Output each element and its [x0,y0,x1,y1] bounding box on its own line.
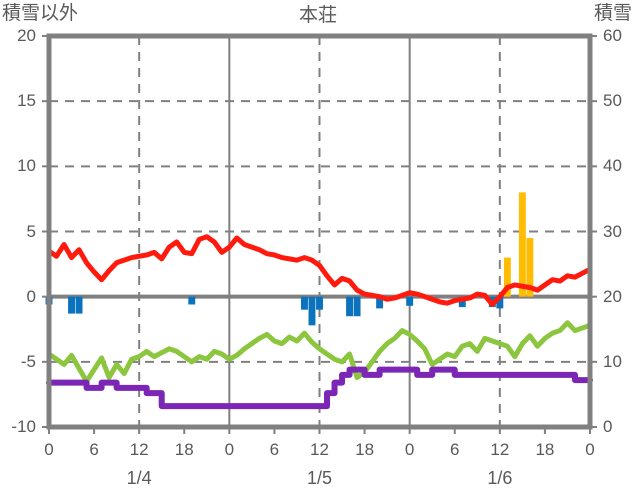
snow-depth-bar [518,192,526,297]
x-axis-tick-label: 12 [129,440,149,459]
chart-title: 本荘 [298,5,337,26]
right-axis-tick-label: 30 [603,221,622,241]
x-axis-date-label: 1/6 [487,468,513,488]
left-axis-title: 積雪以外 [2,3,79,24]
precipitation-bar [353,296,361,317]
series-line-地中温度 [46,366,593,410]
precipitation-bar [68,296,75,314]
x-axis-date-label: 1/4 [126,468,152,488]
right-axis-title: 積雪 [593,3,632,24]
left-axis-tick-label: -5 [20,351,36,371]
grid-layer [49,36,590,427]
precipitation-bar [346,296,354,317]
precipitation-bar [376,296,384,309]
right-axis-tick-label: 0 [603,417,613,436]
precipitation-bar [316,296,323,310]
x-axis-tick-label: 12 [490,440,510,459]
left-axis-tick-label: 0 [26,286,36,306]
left-axis-tick-label: 10 [17,156,36,176]
right-axis-tick-label: 60 [603,26,622,45]
x-axis-date-label: 1/5 [306,468,333,488]
precipitation-bar [496,296,504,309]
precipitation-bar [406,296,414,306]
right-axis-tick-label: 40 [603,156,622,176]
x-axis-tick-label: 6 [269,440,280,459]
precipitation-bar [458,296,466,308]
x-axis-tick-label: 0 [404,440,415,459]
lines-layer [46,234,593,410]
x-axis-tick-label: 18 [535,440,555,459]
x-axis-tick-label: 6 [89,440,99,459]
x-axis-tick-label: 6 [450,440,460,459]
x-axis-tick-label: 0 [224,440,235,459]
precipitation-bar [308,296,316,326]
left-axis-tick-label: -10 [11,417,36,436]
precipitation-bar [75,296,83,314]
series-line-気温 [46,234,593,307]
x-axis-tick-label: 12 [310,440,329,459]
snow-depth-bar [503,257,511,297]
x-axis-tick-label: 0 [585,440,595,459]
left-axis-tick-label: 5 [26,221,36,241]
left-axis-tick-label: 15 [17,91,36,111]
left-axis-tick-label: 20 [17,26,36,45]
precipitation-bar [188,296,196,305]
series-line-露点温度 [46,320,593,384]
right-axis-tick-label: 10 [603,351,622,371]
precipitation-bar [301,296,308,310]
x-axis-tick-label: 0 [44,440,54,459]
x-axis-tick-label: 18 [174,440,194,459]
right-axis-tick-label: 50 [603,91,622,111]
snow-depth-bar [526,238,534,297]
right-axis-tick-label: 20 [603,286,622,306]
x-axis-tick-label: 18 [355,440,375,459]
plot-frame [42,33,597,434]
